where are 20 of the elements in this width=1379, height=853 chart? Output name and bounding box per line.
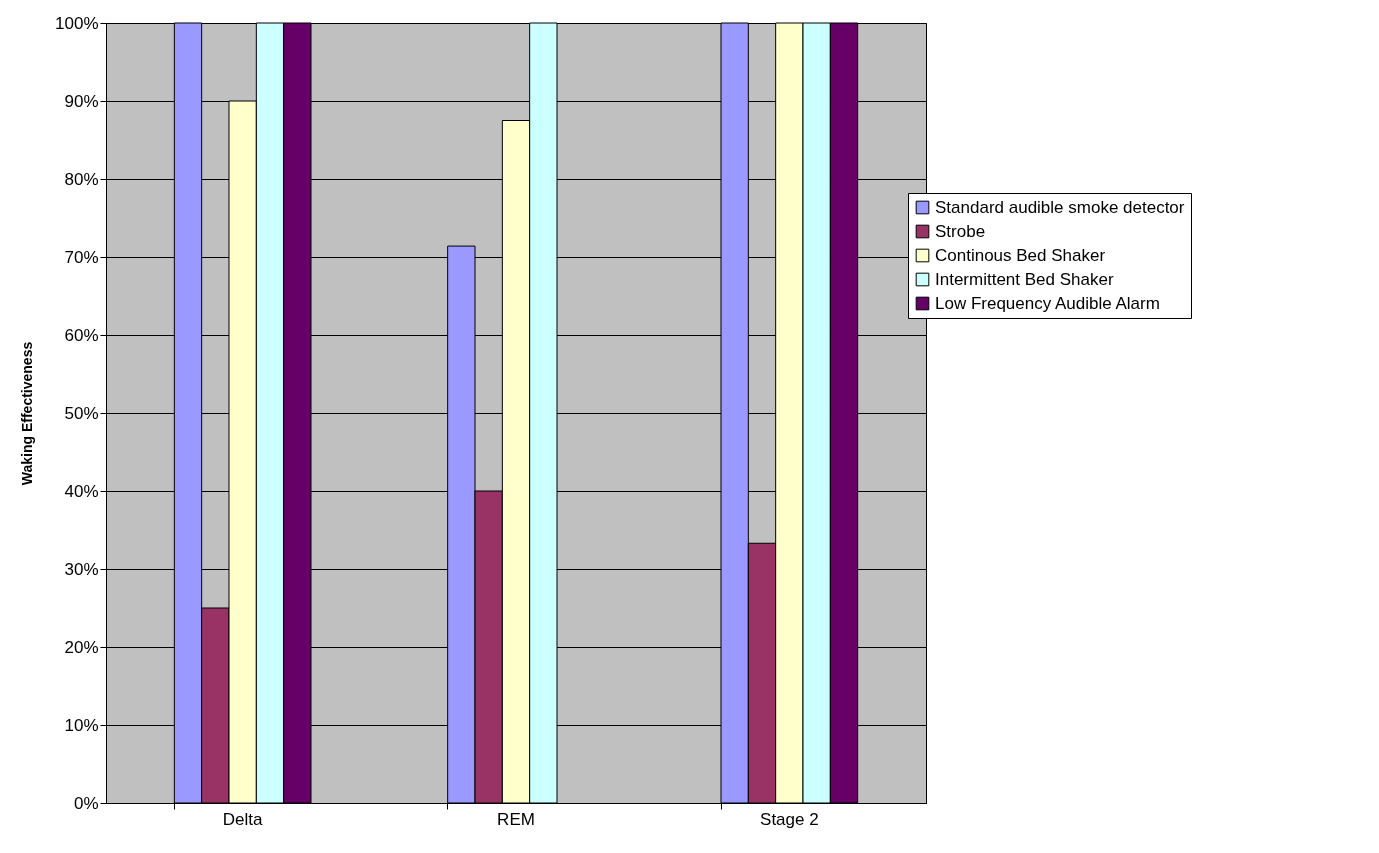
y-tick-label: 20%	[64, 637, 99, 657]
legend-label: Continous Bed Shaker	[935, 245, 1106, 265]
y-tick-label: 70%	[64, 247, 99, 267]
legend-label: Low Frequency Audible Alarm	[935, 293, 1160, 313]
x-tick-label: REM	[497, 809, 535, 829]
y-tick-label: 10%	[64, 715, 99, 735]
x-tick-label: Delta	[222, 809, 264, 829]
y-tick-label: 60%	[64, 325, 99, 345]
x-tick-label: Stage 2	[760, 809, 819, 829]
legend-label: Intermittent Bed Shaker	[935, 269, 1114, 289]
y-tick-label: 40%	[64, 481, 99, 501]
y-tick-label: 0%	[73, 793, 99, 813]
y-tick-label: 80%	[64, 169, 99, 189]
legend-label: Standard audible smoke detector	[935, 197, 1185, 217]
y-tick-label: 30%	[64, 559, 99, 579]
y-tick-label: 90%	[64, 91, 99, 111]
y-tick-label: 50%	[64, 403, 99, 423]
y-axis-title: Waking Effectiveness	[19, 341, 36, 486]
legend-label: Strobe	[935, 221, 986, 241]
y-tick-label: 100%	[55, 13, 99, 33]
